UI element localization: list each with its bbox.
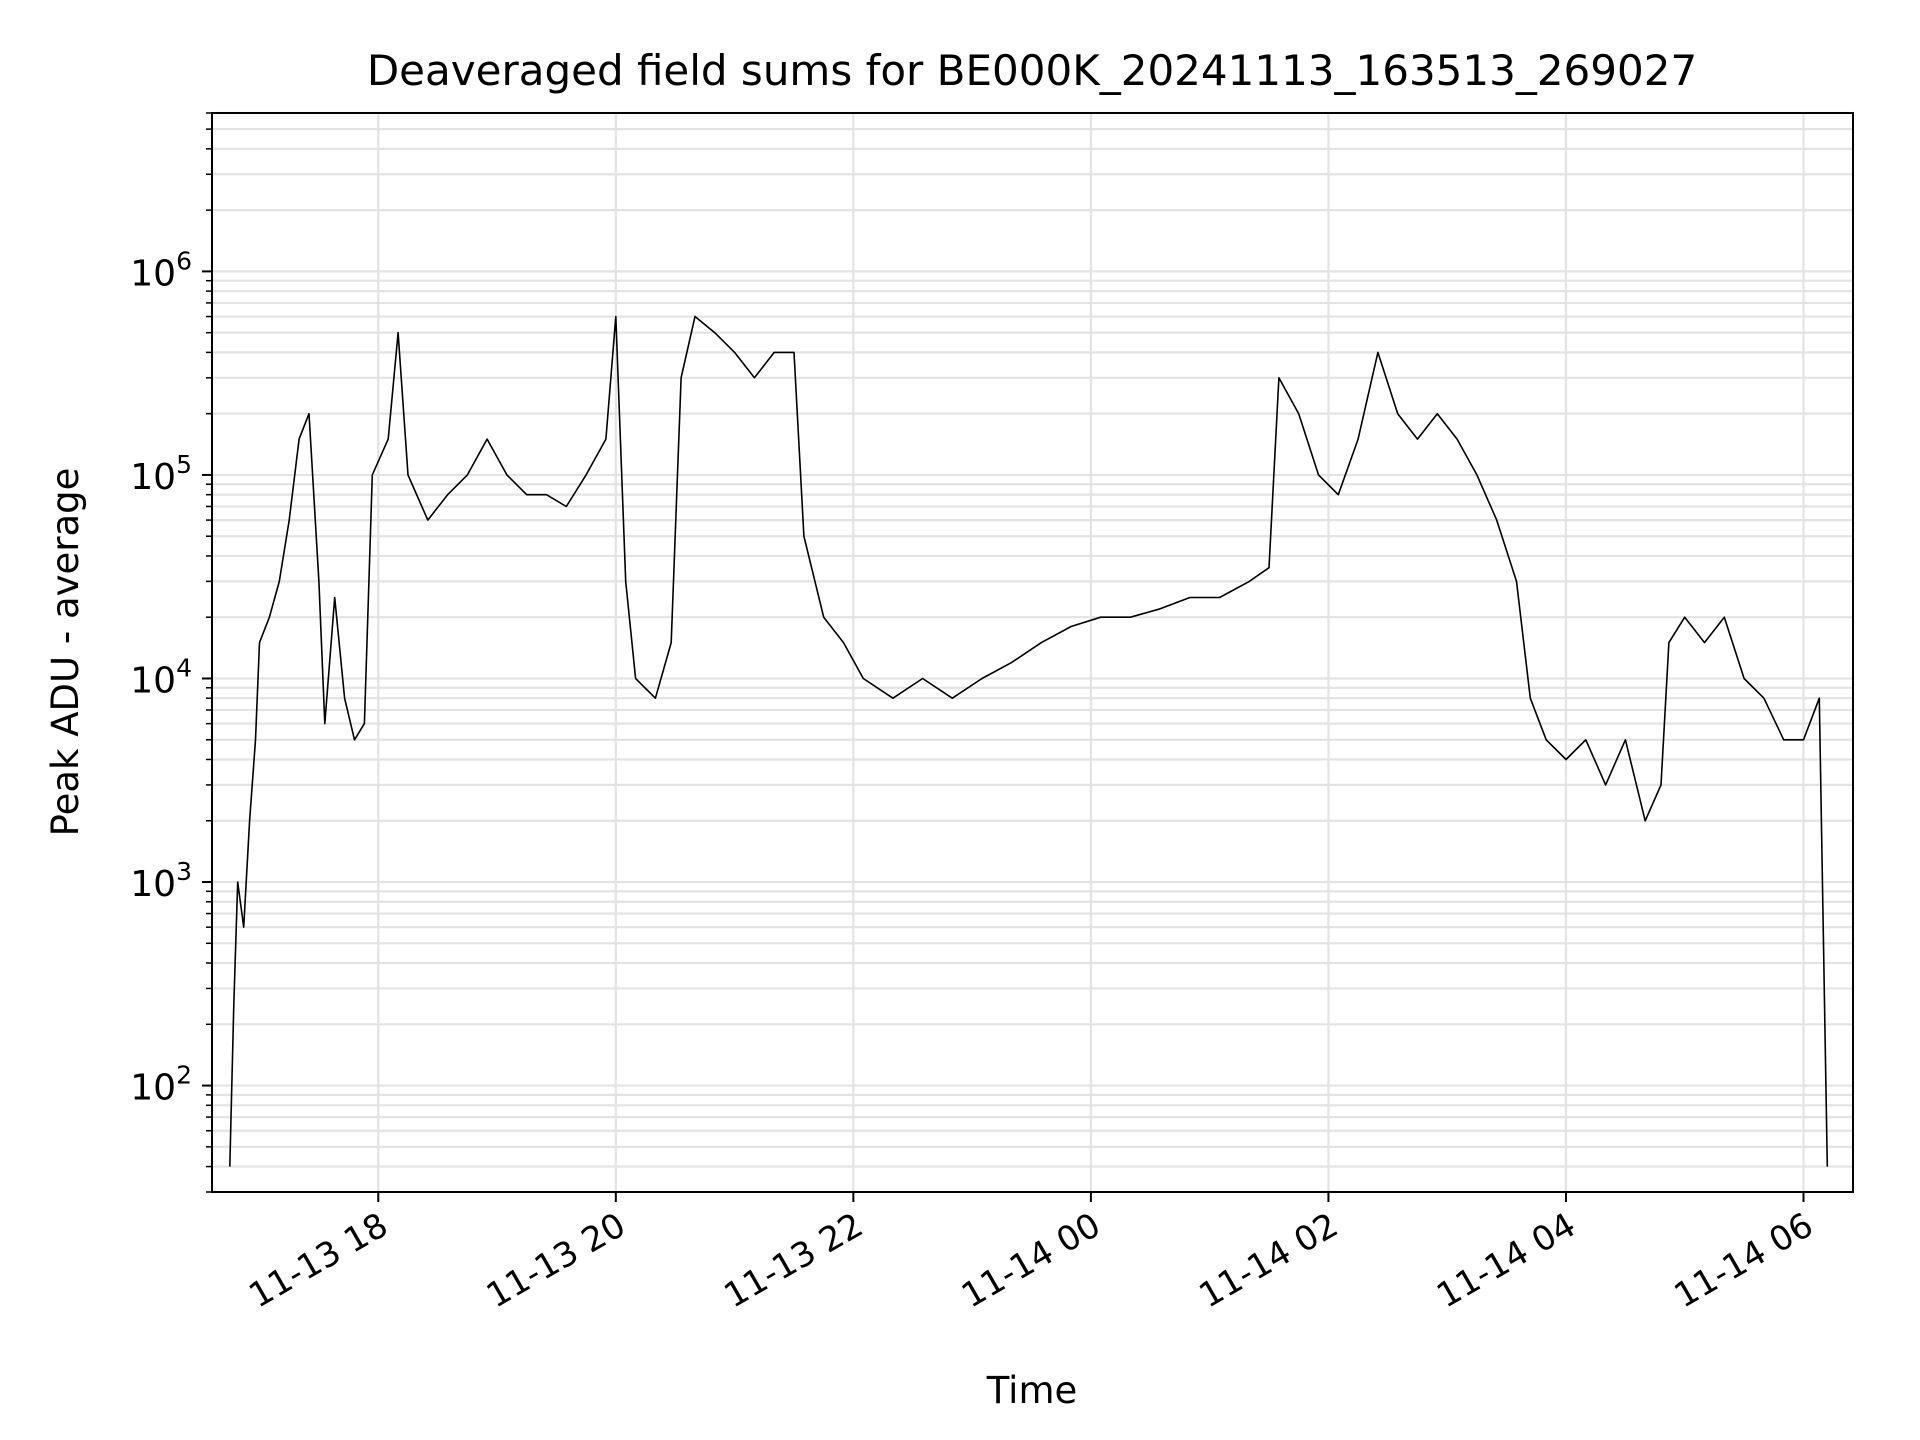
y-tick-label: 104 — [130, 653, 192, 701]
series-line — [229, 315, 1829, 1167]
grid-lines — [212, 111, 1853, 1194]
y-tick-label: 103 — [130, 857, 192, 905]
y-axis-ticks: 102 103 104 105 106 — [130, 112, 212, 1193]
chart-title: Deaveraged field sums for BE000K_2024111… — [367, 46, 1697, 95]
series-layer — [229, 315, 1829, 1167]
y-axis-label: Peak ADU - average — [44, 468, 87, 837]
plot-frame — [211, 112, 1854, 1193]
y-tick-label: 106 — [130, 246, 192, 294]
x-axis-label: Time — [986, 1369, 1078, 1412]
y-tick-label: 102 — [130, 1061, 192, 1109]
y-tick-label: 105 — [130, 450, 192, 498]
